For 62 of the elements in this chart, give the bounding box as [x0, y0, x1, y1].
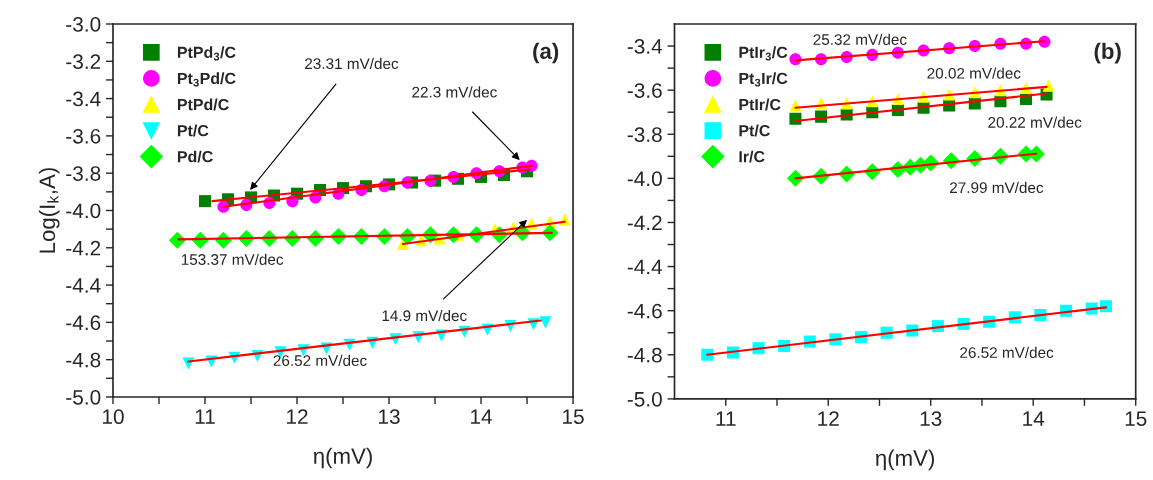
annotation: 27.99 mV/dec: [950, 181, 1044, 194]
legend-label: Pd/C: [177, 150, 213, 163]
y-tick-label: -4.2: [66, 240, 101, 256]
x-tick-label: 14: [471, 409, 493, 424]
legend-label: PtPd$_{3}$/C: [177, 46, 236, 61]
annotation: 26.52 mV/dec: [960, 346, 1054, 358]
y-tick-label: -4.8: [66, 352, 101, 368]
y-tick-label: -4.0: [627, 171, 662, 187]
y-tick-label: -4.6: [627, 303, 662, 319]
point: [198, 195, 212, 208]
annotation: 26.52 mV/dec: [273, 354, 367, 366]
point: [789, 112, 802, 125]
point: [701, 348, 714, 361]
y-tick-label: -4.4: [66, 278, 101, 293]
annotation: 20.02 mV/dec: [927, 67, 1021, 79]
y-axis-title: Log(I$_{k}$,A): [38, 168, 60, 253]
legend-label: PtIr$_{3}$/C: [739, 46, 788, 61]
x-tick-label: 10: [103, 409, 124, 425]
legend-label: Ir/C: [739, 150, 765, 163]
y-tick-label: -3.6: [66, 128, 101, 144]
y-tick-label: -3.0: [66, 17, 101, 32]
legend-label: Pt/C: [739, 124, 770, 137]
x-tick-label: 11: [716, 411, 736, 426]
y-tick-label: -4.6: [66, 315, 101, 331]
x-tick-label: 12: [287, 409, 308, 424]
annotation: 20.22 mV/dec: [988, 116, 1082, 128]
annotation: (b): [1094, 42, 1121, 64]
y-tick-label: -3.2: [66, 54, 101, 70]
x-axis-title: η(mV): [876, 449, 934, 471]
legend-label: PtIr/C: [739, 98, 781, 111]
annotation: 153.37 mV/dec: [181, 253, 284, 265]
y-tick-label: -4.0: [66, 203, 101, 219]
annotation: 14.9 mV/dec: [382, 309, 467, 322]
legend-label: Pt$_{3}$Ir/C: [739, 72, 788, 87]
x-tick-label: 13: [379, 409, 400, 425]
y-tick-label: -3.6: [627, 83, 662, 98]
y-tick-label: -5.0: [66, 389, 101, 405]
x-axis-title: η(mV): [313, 447, 372, 469]
x-tick-label: 12: [818, 411, 839, 426]
x-tick-label: 15: [1125, 411, 1147, 426]
annotation: 23.31 mV/dec: [305, 57, 399, 70]
y-tick-label: -3.8: [627, 127, 662, 143]
x-tick-label: 11: [195, 409, 215, 424]
y-tick-label: -3.4: [627, 39, 663, 54]
point: [168, 231, 186, 249]
y-tick-label: -4.8: [627, 347, 662, 363]
y-tick-label: -4.2: [627, 215, 662, 231]
legend-label: Pt$_{3}$Pd/C: [177, 72, 236, 87]
annotation: 25.32 mV/dec: [813, 33, 907, 45]
x-tick-label: 15: [563, 409, 584, 425]
point: [1042, 79, 1055, 92]
point: [539, 316, 552, 329]
x-tick-label: 13: [920, 411, 942, 426]
annotation: (a): [533, 42, 559, 64]
legend-label: PtPd/C: [177, 98, 229, 111]
y-tick-label: -3.4: [66, 91, 101, 107]
x-tick-label: 14: [1023, 411, 1045, 426]
y-tick-label: -3.8: [66, 166, 101, 181]
y-tick-label: -5.0: [627, 391, 662, 407]
annotation: 22.3 mV/dec: [412, 86, 497, 98]
legend-label: Pt/C: [177, 124, 209, 137]
y-tick-label: -4.4: [627, 259, 663, 275]
